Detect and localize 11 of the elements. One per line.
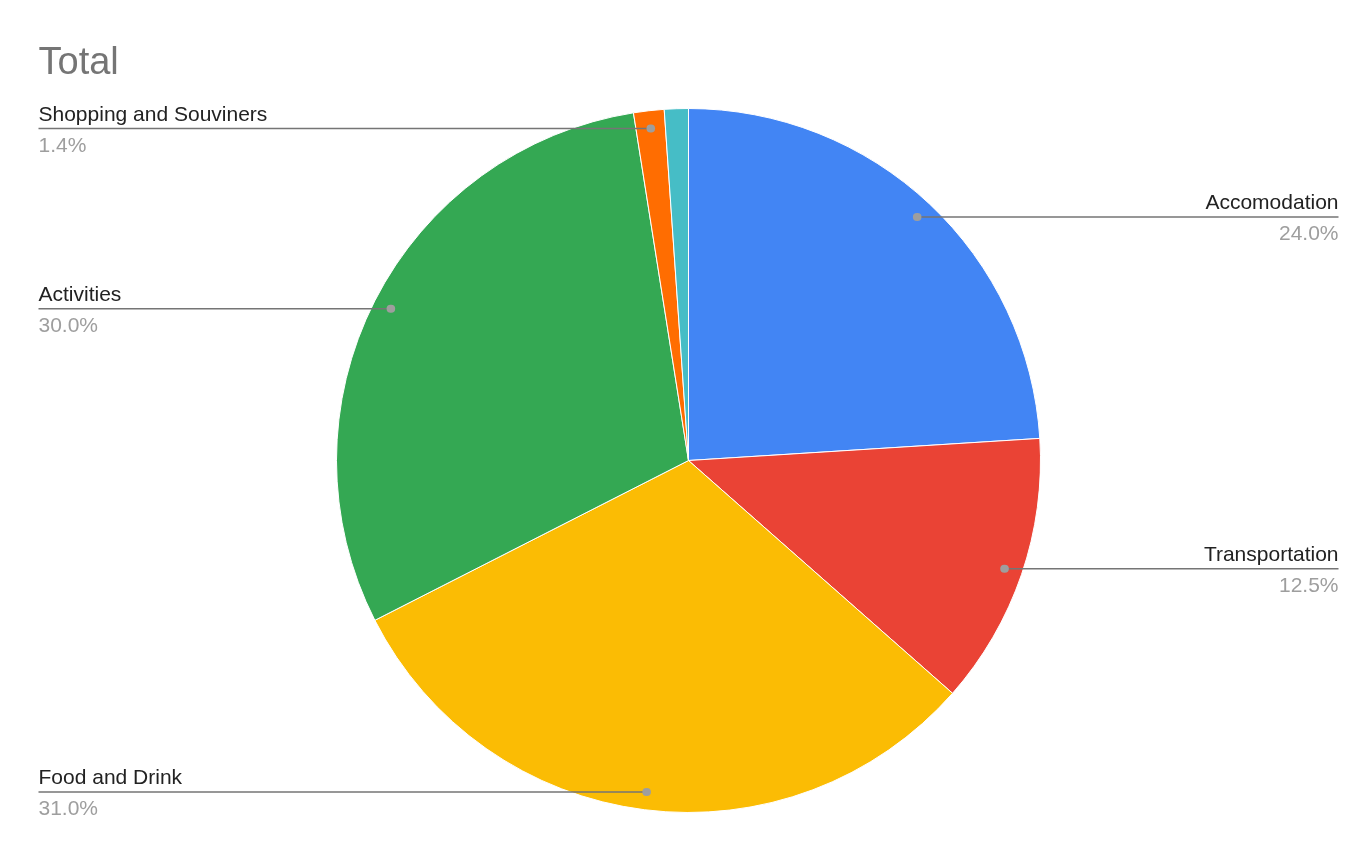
slice-label: Activities: [38, 281, 122, 305]
data-label: 31.0%: [38, 795, 99, 819]
data-label: 24.0%: [1278, 220, 1339, 244]
data-label: 12.5%: [1278, 572, 1339, 596]
slice-label: Transportation: [1203, 541, 1339, 565]
slice-label: Food and Drink: [38, 764, 183, 788]
data-label: 1.4%: [38, 132, 87, 156]
chart-title: Total: [38, 39, 119, 82]
slice-label: Accomodation: [1205, 189, 1339, 213]
slice-label: Shopping and Souviners: [38, 101, 268, 125]
data-label: 30.0%: [38, 312, 99, 336]
